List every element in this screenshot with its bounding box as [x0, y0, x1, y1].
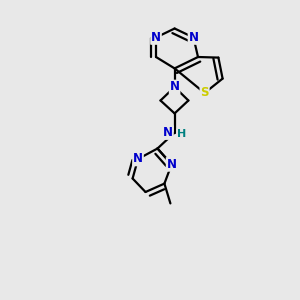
Text: N: N [188, 31, 199, 44]
Text: H: H [177, 129, 186, 139]
Text: N: N [133, 152, 143, 166]
Text: N: N [163, 126, 173, 139]
Text: N: N [169, 80, 180, 94]
Text: S: S [200, 86, 209, 100]
Text: N: N [167, 158, 177, 171]
Text: N: N [151, 31, 161, 44]
